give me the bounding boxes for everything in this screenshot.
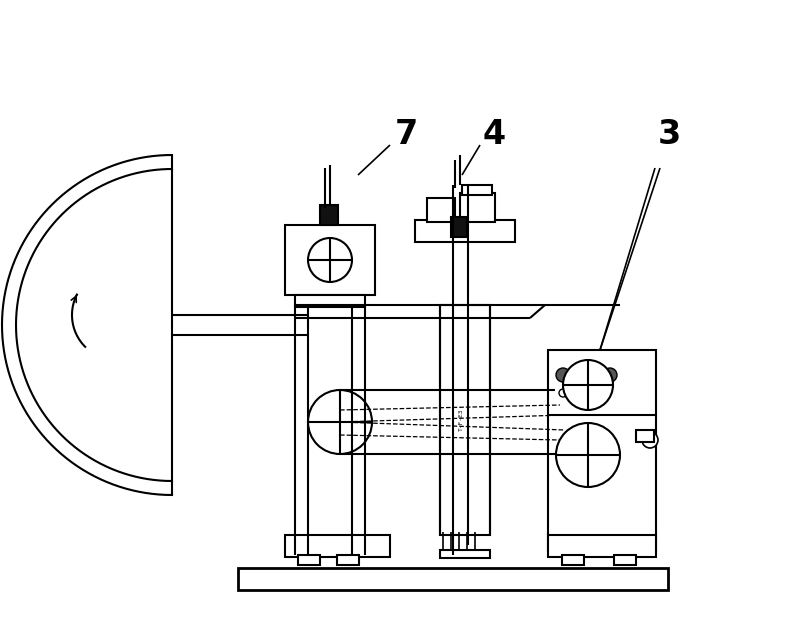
Circle shape [642, 432, 658, 448]
Text: 4: 4 [483, 118, 506, 152]
Bar [415, 220, 515, 242]
Bar [295, 295, 365, 307]
Bar [440, 550, 490, 558]
Circle shape [556, 423, 620, 487]
Bar [238, 568, 668, 590]
Bar [285, 225, 375, 295]
Bar [320, 205, 338, 225]
Text: 7: 7 [395, 118, 418, 152]
Circle shape [603, 368, 617, 382]
Bar [337, 555, 359, 565]
Circle shape [563, 360, 613, 410]
Bar [285, 535, 390, 557]
Bar [462, 185, 492, 195]
Bar [460, 193, 495, 222]
Bar [298, 555, 320, 565]
Circle shape [556, 368, 570, 382]
Bar [548, 535, 656, 557]
Circle shape [648, 438, 652, 442]
Bar [548, 350, 656, 550]
Circle shape [308, 390, 372, 454]
Bar [562, 555, 584, 565]
Bar [636, 430, 654, 442]
Bar [440, 305, 490, 535]
Bar [451, 217, 467, 237]
Bar [427, 198, 455, 222]
Text: T-F-E3: T-F-E3 [458, 409, 463, 431]
Circle shape [559, 389, 567, 397]
Text: 3: 3 [658, 118, 682, 152]
Bar [614, 555, 636, 565]
Circle shape [308, 238, 352, 282]
